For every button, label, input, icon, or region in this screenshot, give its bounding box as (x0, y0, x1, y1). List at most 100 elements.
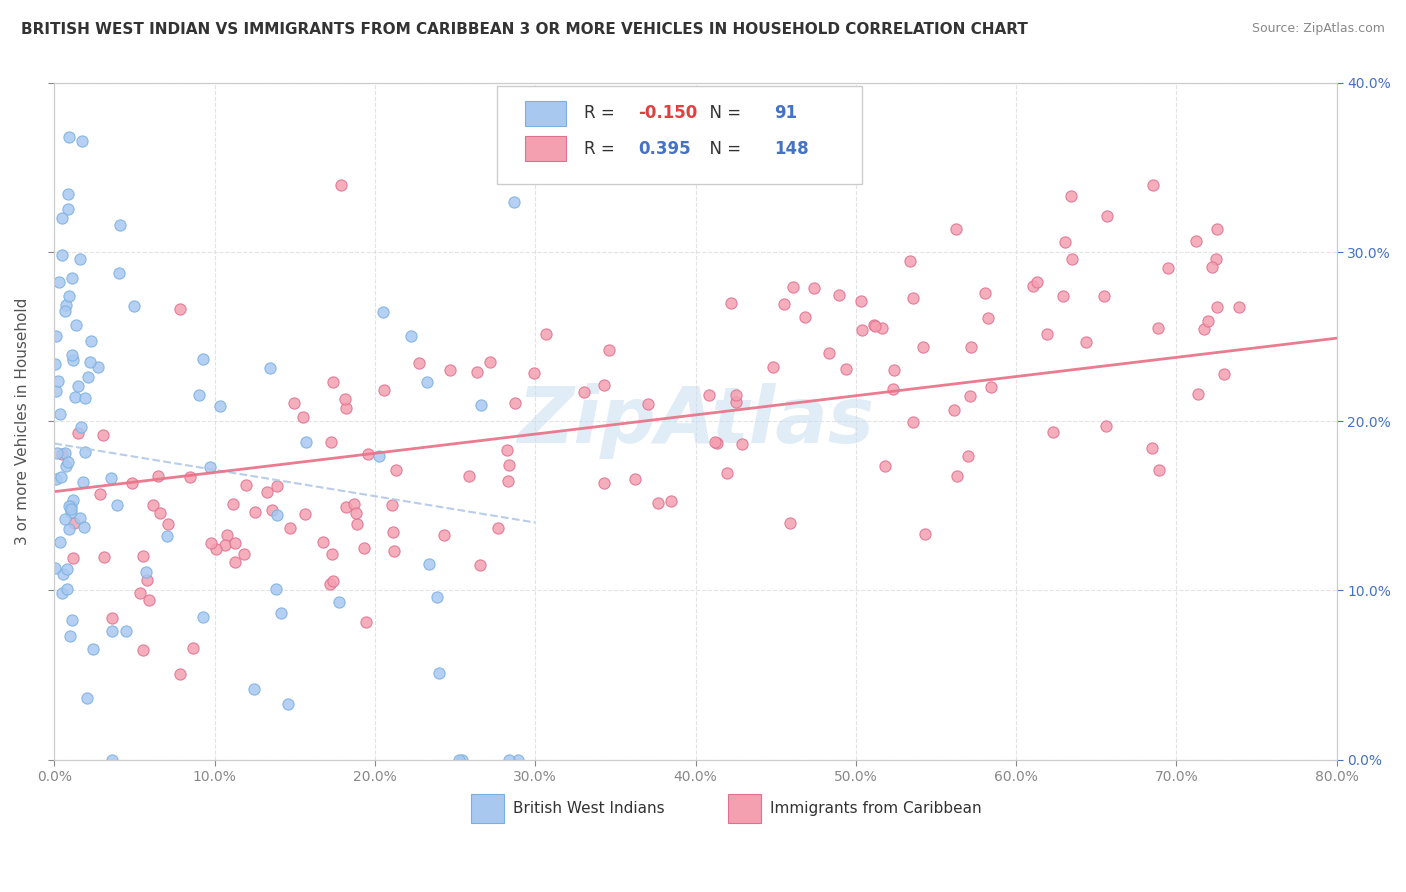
Point (56, 562, 79, 576)
FancyBboxPatch shape (727, 794, 761, 822)
Point (835, 361, 858, 376)
Point (222, 497, 245, 511)
Point (1205, 252, 1227, 267)
Point (1092, 288, 1115, 302)
Point (46, 374, 69, 388)
Point (156, 516, 179, 531)
Point (62, 516, 84, 530)
Point (322, 376, 344, 390)
Point (973, 286, 995, 301)
Point (72, 475, 94, 490)
Point (1227, 300, 1250, 314)
Point (863, 318, 886, 333)
Point (873, 459, 896, 474)
Point (115, 624, 138, 639)
Text: British West Indians: British West Indians (513, 801, 665, 816)
Point (67, 379, 90, 393)
Point (505, 396, 527, 410)
Point (60, 349, 83, 363)
Point (60, 613, 83, 627)
Point (704, 435, 727, 450)
Point (322, 574, 344, 589)
Point (266, 479, 288, 493)
Point (523, 366, 546, 380)
Point (146, 468, 169, 483)
Point (333, 392, 356, 406)
Point (101, 610, 124, 624)
Point (508, 753, 530, 767)
Point (817, 346, 839, 360)
Point (62, 493, 84, 508)
Point (470, 398, 492, 412)
Point (62, 353, 84, 368)
Point (55, 298, 77, 312)
Point (382, 525, 405, 540)
Point (849, 294, 872, 309)
Point (457, 469, 479, 483)
Point (911, 340, 934, 354)
Point (851, 323, 873, 337)
Point (898, 253, 921, 268)
Point (108, 219, 131, 233)
Point (58, 523, 80, 537)
Point (1149, 463, 1171, 477)
Point (399, 329, 422, 343)
Point (56, 455, 79, 469)
Point (330, 178, 353, 193)
Point (56, 582, 79, 596)
Point (1026, 275, 1049, 289)
Point (208, 399, 231, 413)
Point (637, 397, 659, 411)
Point (292, 410, 315, 425)
Text: 148: 148 (773, 139, 808, 158)
Point (136, 573, 159, 587)
Point (870, 321, 893, 335)
Point (901, 415, 924, 429)
Point (496, 442, 519, 457)
Point (720, 296, 742, 310)
Point (1206, 222, 1229, 236)
Point (60, 505, 83, 519)
Point (882, 382, 904, 396)
Point (1184, 234, 1206, 248)
Point (344, 506, 367, 520)
Point (87, 359, 110, 374)
Point (451, 753, 474, 767)
Point (1147, 321, 1170, 335)
Text: -0.150: -0.150 (638, 104, 697, 122)
Point (122, 299, 145, 313)
Point (468, 558, 491, 572)
Point (914, 526, 936, 541)
Point (980, 380, 1002, 394)
Point (49, 535, 72, 549)
Point (132, 549, 155, 563)
Point (205, 541, 228, 556)
Point (467, 365, 489, 379)
Point (45, 472, 67, 486)
Point (354, 615, 377, 629)
Point (100, 470, 122, 484)
Point (51, 447, 73, 461)
Point (129, 586, 152, 600)
Point (1060, 189, 1083, 203)
Point (191, 610, 214, 624)
Point (598, 343, 620, 358)
Point (959, 340, 981, 354)
Point (624, 472, 647, 486)
Point (264, 582, 287, 597)
Point (328, 595, 350, 609)
Point (335, 500, 357, 514)
Point (536, 327, 558, 342)
Point (243, 682, 266, 697)
Point (200, 459, 222, 474)
Text: 91: 91 (773, 104, 797, 122)
Text: N =: N = (699, 139, 747, 158)
Point (243, 505, 266, 519)
Point (381, 498, 404, 512)
Point (51, 586, 73, 600)
Point (53, 303, 76, 318)
Point (1095, 209, 1118, 223)
Point (138, 593, 160, 607)
Point (58, 129, 80, 144)
Point (49, 470, 72, 484)
